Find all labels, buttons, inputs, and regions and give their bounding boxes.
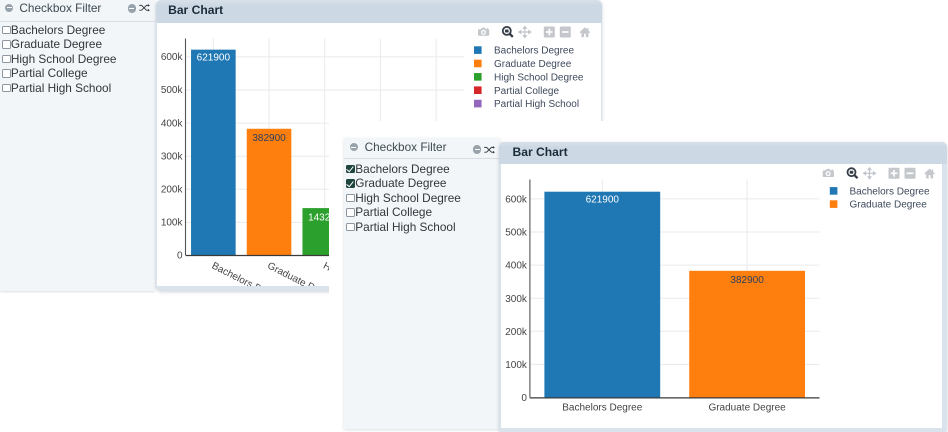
svg-text:621900: 621900 <box>197 52 231 63</box>
svg-text:300k: 300k <box>505 294 528 305</box>
svg-text:0: 0 <box>177 250 183 261</box>
svg-text:Partial High School: Partial High School <box>494 99 579 110</box>
svg-text:600k: 600k <box>161 52 184 63</box>
svg-text:143200: 143200 <box>308 212 342 223</box>
svg-text:500k: 500k <box>161 85 184 96</box>
svg-text:382900: 382900 <box>730 275 764 286</box>
svg-text:200k: 200k <box>505 327 528 338</box>
svg-text:Graduate Degree: Graduate Degree <box>494 59 572 70</box>
svg-text:Bachelors Degree: Bachelors Degree <box>562 403 642 414</box>
svg-text:600k: 600k <box>505 195 528 206</box>
svg-text:200k: 200k <box>161 184 184 195</box>
svg-text:300k: 300k <box>161 151 184 162</box>
svg-text:0: 0 <box>521 393 527 404</box>
svg-text:100k: 100k <box>161 217 184 228</box>
svg-text:High School Degree: High School Degree <box>494 72 584 83</box>
svg-text:400k: 400k <box>505 261 528 272</box>
svg-text:Bachelors Degree: Bachelors Degree <box>494 45 574 56</box>
svg-text:Graduate Degree: Graduate Degree <box>708 403 786 414</box>
svg-text:Bachelors Degree: Bachelors Degree <box>849 186 929 197</box>
svg-text:Partial College: Partial College <box>494 85 559 96</box>
svg-text:Graduate Degree: Graduate Degree <box>849 200 927 211</box>
svg-text:100k: 100k <box>505 360 528 371</box>
svg-text:382900: 382900 <box>252 133 286 144</box>
svg-text:621900: 621900 <box>585 195 619 206</box>
svg-text:500k: 500k <box>505 228 528 239</box>
svg-text:400k: 400k <box>161 118 184 129</box>
